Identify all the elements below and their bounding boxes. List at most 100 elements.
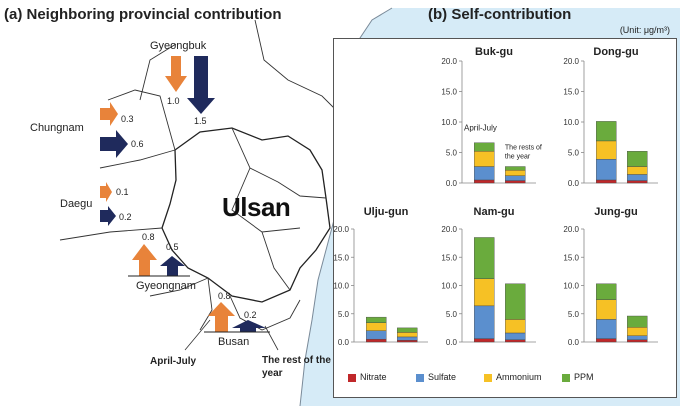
- left-panel-title: (a) Neighboring provincial contribution: [4, 6, 282, 23]
- legend-nitrate-label: Nitrate: [360, 372, 387, 382]
- y-tick-label-nam-gu: 10.0: [441, 282, 457, 291]
- bar-dong-gu-rest-sulfate: [627, 174, 648, 181]
- bar-dong-gu-rest-ppm: [627, 151, 648, 167]
- bar-ulju-gun-rest-ppm: [397, 327, 418, 333]
- chart-title-dong-gu: Dong-gu: [593, 46, 638, 58]
- chungnam-april-july-arrow: [100, 102, 118, 126]
- category-label-april-july: April-July: [464, 124, 497, 133]
- legend-ppm: PPM: [562, 372, 594, 382]
- province-name-gyeongbuk: Gyeongbuk: [150, 40, 207, 52]
- chart-title-ulju-gun: Ulju-gun: [364, 206, 409, 218]
- bar-buk-gu-april-july-ppm: [473, 142, 495, 152]
- y-tick-label-jung-gu: 5.0: [568, 310, 580, 319]
- chart-title-nam-gu: Nam-gu: [474, 206, 515, 218]
- right-panel-title: (b) Self-contribution: [428, 6, 572, 23]
- bar-jung-gu-rest-nitrate: [627, 339, 648, 343]
- bar-buk-gu-april-july-sulfate: [473, 166, 495, 181]
- y-tick-label-nam-gu: 0.0: [446, 338, 458, 347]
- bar-dong-gu-april-july-ppm: [596, 121, 617, 142]
- province-name-busan: Busan: [218, 336, 250, 348]
- bar-jung-gu-rest-sulfate: [627, 335, 648, 340]
- bar-buk-gu-rest-ammonium: [505, 169, 526, 176]
- provincial-boundaries: [59, 19, 337, 331]
- busan-april-july-arrow: [208, 302, 235, 332]
- y-tick-label-nam-gu: 20.0: [441, 225, 457, 234]
- province-name-daegu: Daegu: [60, 198, 93, 210]
- y-tick-label-dong-gu: 5.0: [568, 149, 580, 158]
- y-tick-label-jung-gu: 15.0: [563, 253, 579, 262]
- april-july-pointer: [184, 319, 211, 351]
- bar-ulju-gun-rest-sulfate: [397, 336, 418, 341]
- chungnam-rest-arrow: [100, 130, 128, 158]
- legend-sulfate-swatch: [416, 373, 424, 382]
- stacked-bar-charts: Buk-gu 0.0 5.0 10.0 15.0 20.0 April-July The re…: [333, 46, 658, 347]
- city-label-ulsan: Ulsan: [222, 192, 291, 222]
- y-tick-label-nam-gu: 5.0: [446, 310, 458, 319]
- gyeongnam-april-july-value: 0.8: [142, 232, 155, 242]
- bar-ulju-gun-april-july-ppm: [366, 316, 387, 323]
- chungnam-april-july-value: 0.3: [121, 114, 134, 124]
- legend-ammonium-label: Ammonium: [496, 372, 542, 382]
- bar-jung-gu-april-july-ammonium: [596, 299, 617, 320]
- legend-nitrate: Nitrate: [348, 372, 387, 382]
- bar-ulju-gun-rest-nitrate: [397, 340, 418, 343]
- y-tick-label-buk-gu: 20.0: [441, 57, 457, 66]
- province-name-gyeongnam: Gyeongnam: [136, 280, 196, 292]
- y-tick-label-dong-gu: 15.0: [563, 88, 579, 97]
- busan-rest-arrow: [232, 320, 266, 332]
- district-boundaries: [231, 127, 327, 291]
- unit-label: (Unit: μg/m³): [619, 25, 670, 35]
- bar-buk-gu-rest-nitrate: [505, 180, 526, 184]
- chart-title-jung-gu: Jung-gu: [594, 206, 637, 218]
- bar-jung-gu-rest-ammonium: [627, 327, 648, 336]
- y-tick-label-ulju-gun: 15.0: [334, 253, 350, 262]
- legend-ammonium: Ammonium: [484, 372, 542, 382]
- province-name-chungnam: Chungnam: [30, 122, 84, 134]
- bar-nam-gu-rest-ppm: [505, 283, 526, 320]
- legend-sulfate-label: Sulfate: [428, 372, 457, 382]
- gyeongbuk-april-july-value: 1.0: [167, 96, 180, 106]
- bar-dong-gu-april-july-ammonium: [596, 140, 617, 160]
- gyeongbuk-rest-arrow: [187, 56, 215, 114]
- bar-nam-gu-rest-ammonium: [505, 319, 526, 334]
- bar-buk-gu-rest-ppm: [505, 166, 526, 171]
- bar-nam-gu-april-july-sulfate: [473, 305, 495, 339]
- legend-ammonium-swatch: [484, 373, 492, 382]
- gyeongnam-rest-value: 0.5: [166, 242, 179, 252]
- daegu-april-july-value: 0.1: [116, 187, 129, 197]
- gyeongnam-rest-arrow: [160, 256, 185, 276]
- bar-nam-gu-april-july-ppm: [473, 237, 495, 279]
- y-tick-label-jung-gu: 10.0: [563, 282, 579, 291]
- bar-nam-gu-april-july-nitrate: [473, 338, 495, 343]
- bar-buk-gu-april-july-ammonium: [473, 151, 495, 167]
- y-tick-label-buk-gu: 5.0: [446, 149, 458, 158]
- legend-sulfate: Sulfate: [416, 372, 456, 382]
- daegu-rest-arrow: [100, 206, 116, 226]
- bar-nam-gu-rest-nitrate: [505, 339, 526, 343]
- bar-dong-gu-april-july-sulfate: [596, 159, 617, 181]
- chart-title-buk-gu: Buk-gu: [475, 46, 513, 58]
- legend-ppm-swatch: [562, 373, 570, 382]
- bar-jung-gu-rest-ppm: [627, 315, 648, 328]
- y-tick-label-ulju-gun: 0.0: [338, 338, 350, 347]
- gyeongbuk-rest-value: 1.5: [194, 116, 207, 126]
- daegu-rest-value: 0.2: [119, 212, 132, 222]
- daegu-april-july-arrow: [100, 182, 112, 202]
- bar-nam-gu-rest-sulfate: [505, 332, 526, 340]
- legend-nitrate-swatch: [348, 373, 356, 382]
- bar-jung-gu-april-july-sulfate: [596, 319, 617, 339]
- gyeongnam-april-july-arrow: [132, 244, 157, 276]
- bar-buk-gu-april-july-nitrate: [473, 179, 495, 184]
- y-tick-label-ulju-gun: 5.0: [338, 310, 350, 319]
- category-label-rest-line: the year: [505, 153, 531, 160]
- y-tick-label-dong-gu: 20.0: [563, 57, 579, 66]
- bar-dong-gu-rest-nitrate: [627, 180, 648, 184]
- y-tick-label-ulju-gun: 10.0: [334, 282, 350, 291]
- bar-ulju-gun-april-july-sulfate: [366, 330, 387, 340]
- bar-nam-gu-april-july-ammonium: [473, 278, 495, 307]
- category-label-rest-line: The rests of: [505, 144, 542, 151]
- bar-jung-gu-april-july-ppm: [596, 283, 617, 300]
- legend-ppm-label: PPM: [574, 372, 594, 382]
- bar-dong-gu-april-july-nitrate: [596, 179, 617, 184]
- gyeongbuk-april-july-arrow: [165, 56, 187, 92]
